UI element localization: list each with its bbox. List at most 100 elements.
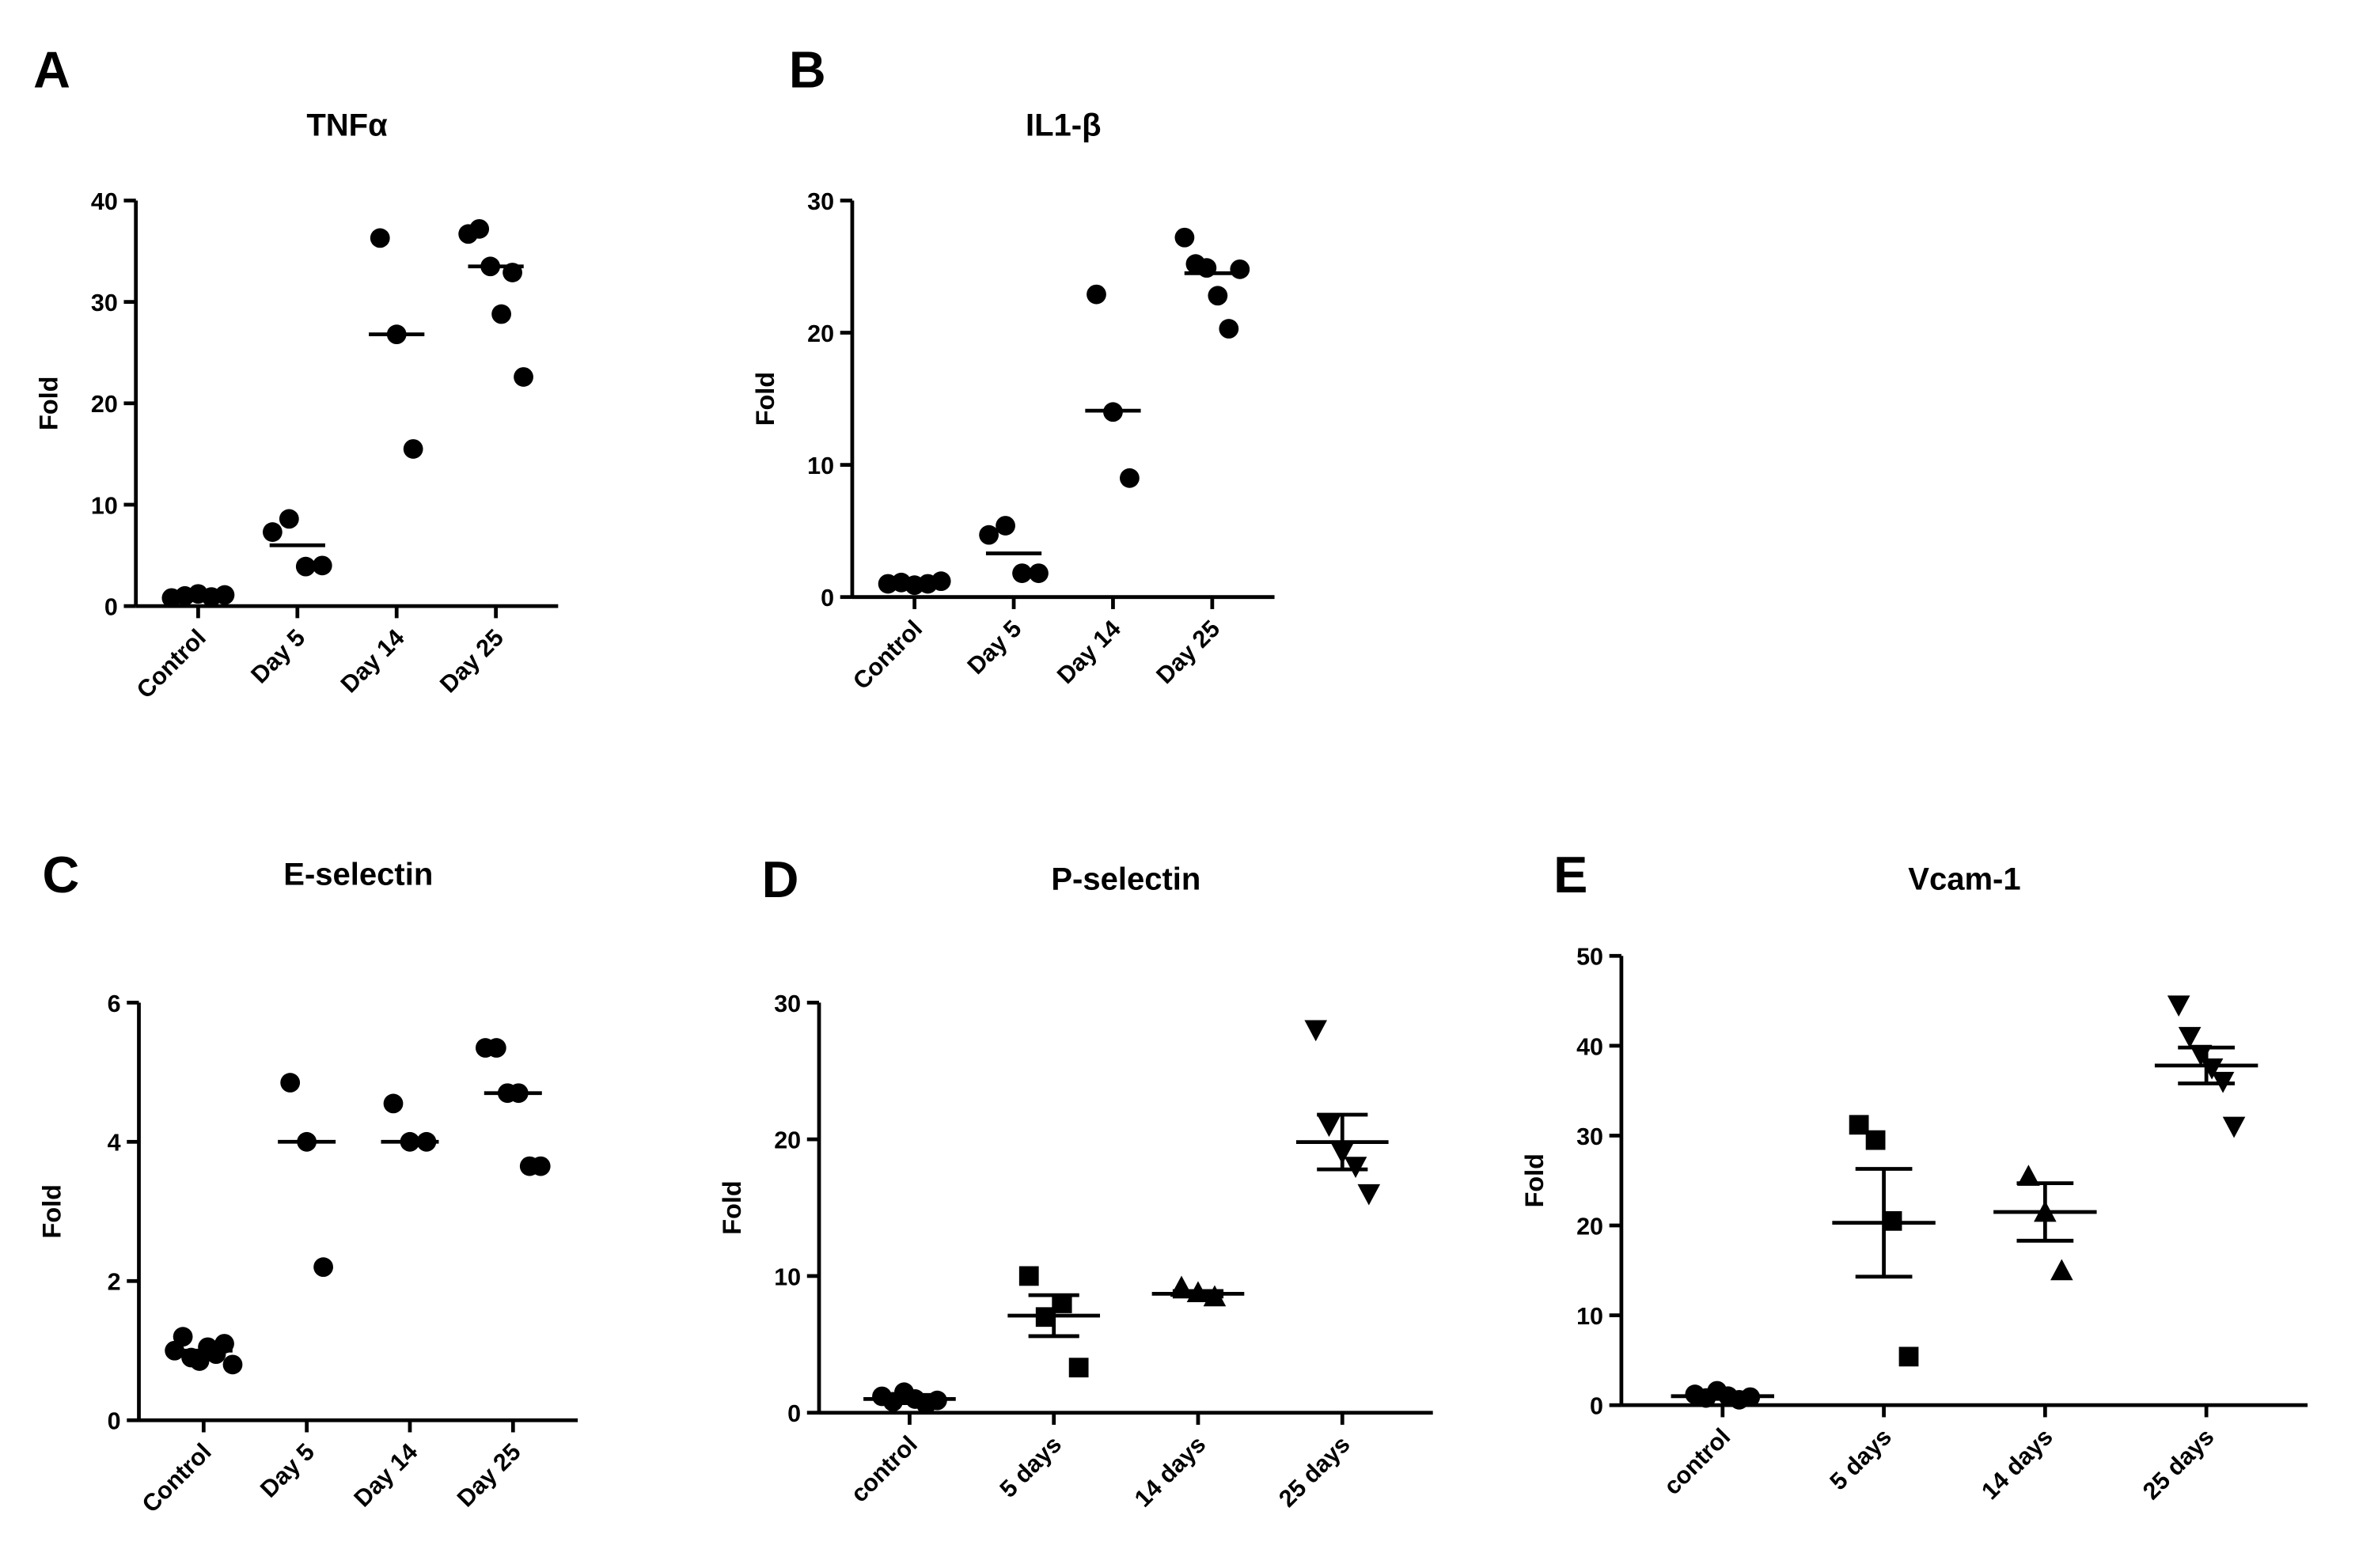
y-tick-label: 4 <box>108 1130 121 1157</box>
y-tick-label: 10 <box>1576 1303 1603 1330</box>
point <box>1012 563 1032 583</box>
point <box>530 1156 551 1176</box>
error-bar <box>2016 1181 2074 1243</box>
point <box>1230 259 1250 279</box>
point <box>1865 1130 1886 1150</box>
panel: E Vcam-1 Fold 0 10 20 30 40 50 control 5 days 14 da… <box>1520 846 2308 1505</box>
y-tick-label: 10 <box>807 453 834 479</box>
x-tick-label: Day 5 <box>255 1438 320 1503</box>
y-axis-label: Fold <box>1520 1153 1549 1207</box>
x-tick-label: Day 25 <box>452 1438 526 1513</box>
y-tick-label: 20 <box>1576 1213 1603 1240</box>
y-tick-label: 0 <box>821 585 834 612</box>
y-tick-label: 40 <box>91 188 118 215</box>
y-tick-label: 10 <box>91 492 118 519</box>
x-tick-label: Day 14 <box>336 624 410 699</box>
x-tick-label: Control <box>131 624 211 704</box>
point <box>514 367 533 387</box>
y-axis-label: Fold <box>718 1180 746 1234</box>
point <box>491 304 511 324</box>
y-tick-label: 0 <box>787 1400 801 1427</box>
y-tick-label: 30 <box>807 188 834 215</box>
x-tick-label: Day 25 <box>1151 615 1226 689</box>
error-bar <box>1693 1392 1751 1401</box>
point <box>1029 563 1049 583</box>
point <box>173 1327 193 1347</box>
point <box>486 1038 506 1058</box>
point <box>1357 1184 1381 1206</box>
chart-title: Vcam-1 <box>1908 862 2020 896</box>
x-tick-label: Day 14 <box>349 1438 423 1513</box>
point <box>979 525 999 545</box>
point <box>1219 319 1239 339</box>
panel: B IL1-β Fold 0 10 20 30 Control Day 5 Day 14 Day 2… <box>751 41 1275 695</box>
point <box>1018 1266 1039 1286</box>
point <box>1174 227 1195 248</box>
x-tick-label: 25 days <box>2137 1423 2219 1505</box>
point <box>313 1257 333 1278</box>
y-tick-label: 30 <box>774 990 801 1017</box>
point <box>2222 1116 2246 1138</box>
panel-letter: C <box>43 846 80 903</box>
y-tick-label: 50 <box>1576 944 1603 971</box>
error-bar <box>2178 1045 2235 1085</box>
point <box>1304 1020 1328 1042</box>
chart-title: E-selectin <box>283 858 433 892</box>
panel-letter: B <box>789 41 826 99</box>
point <box>2167 995 2190 1017</box>
panel-letter: D <box>762 850 799 908</box>
x-tick-label: Day 5 <box>246 624 311 689</box>
y-tick-label: 10 <box>774 1263 801 1290</box>
point <box>931 571 951 592</box>
error-bar <box>1028 1293 1079 1339</box>
point <box>214 1334 234 1354</box>
point <box>1068 1358 1089 1378</box>
error-bar <box>884 1392 935 1405</box>
point <box>370 228 390 248</box>
y-tick-label: 20 <box>91 391 118 418</box>
point <box>1208 286 1228 306</box>
x-tick-label: 5 days <box>995 1431 1067 1503</box>
y-tick-label: 20 <box>774 1127 801 1154</box>
point <box>312 555 332 576</box>
y-tick-label: 40 <box>1576 1033 1603 1060</box>
y-tick-label: 30 <box>91 290 118 316</box>
y-tick-label: 30 <box>1576 1123 1603 1150</box>
panel-letter: A <box>33 41 70 99</box>
x-tick-label: control <box>1659 1423 1735 1500</box>
error-bar <box>1172 1289 1224 1299</box>
point <box>1898 1346 1919 1367</box>
y-tick-label: 20 <box>807 320 834 347</box>
point <box>1344 1157 1367 1178</box>
point <box>383 1093 404 1114</box>
x-tick-label: Day 25 <box>434 624 509 699</box>
chart-title: TNFα <box>306 108 388 143</box>
point <box>1087 284 1106 305</box>
panel: A TNFα Fold 0 10 20 30 40 Control Day 5 Day 14 Day … <box>33 41 559 704</box>
panel-letter: E <box>1553 846 1587 903</box>
x-tick-label: control <box>846 1431 923 1508</box>
x-tick-label: Control <box>137 1438 217 1518</box>
x-tick-label: 25 days <box>1273 1431 1355 1513</box>
point <box>996 516 1015 536</box>
y-tick-label: 2 <box>108 1269 121 1296</box>
y-tick-label: 0 <box>104 594 118 621</box>
point <box>280 1073 301 1093</box>
point <box>1849 1115 1869 1135</box>
point <box>469 218 490 239</box>
point <box>2050 1259 2073 1281</box>
point <box>262 522 283 542</box>
error-bar <box>1855 1167 1913 1279</box>
x-tick-label: 5 days <box>1825 1423 1897 1495</box>
panel: C E-selectin Fold 0 2 4 6 Control Day 5 Day 14 Day… <box>37 846 578 1518</box>
y-axis-label: Fold <box>35 377 63 430</box>
point <box>2017 1165 2040 1186</box>
y-tick-label: 0 <box>1590 1393 1603 1420</box>
point <box>403 439 423 459</box>
y-tick-label: 0 <box>108 1408 121 1435</box>
x-tick-label: 14 days <box>1129 1431 1211 1513</box>
y-axis-label: Fold <box>37 1184 66 1238</box>
point <box>222 1354 243 1375</box>
point <box>1120 468 1140 488</box>
